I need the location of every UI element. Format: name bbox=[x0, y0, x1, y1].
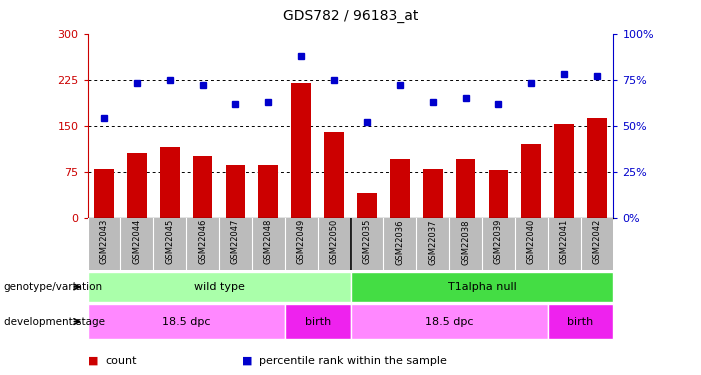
Text: 18.5 dpc: 18.5 dpc bbox=[425, 316, 473, 327]
Bar bbox=[554, 124, 574, 217]
Bar bbox=[285, 304, 350, 339]
Bar bbox=[390, 159, 409, 218]
Text: GDS782 / 96183_at: GDS782 / 96183_at bbox=[283, 9, 418, 23]
Text: GSM22050: GSM22050 bbox=[329, 219, 339, 264]
Bar bbox=[127, 153, 147, 218]
Bar bbox=[357, 193, 377, 217]
Bar bbox=[88, 272, 350, 302]
Bar bbox=[259, 165, 278, 218]
Bar bbox=[587, 118, 607, 218]
Bar bbox=[88, 304, 285, 339]
Text: ■: ■ bbox=[88, 356, 98, 366]
Text: GSM22037: GSM22037 bbox=[428, 219, 437, 265]
Text: development stage: development stage bbox=[4, 316, 104, 327]
Text: 18.5 dpc: 18.5 dpc bbox=[162, 316, 210, 327]
Text: GSM22041: GSM22041 bbox=[559, 219, 569, 264]
Text: GSM22035: GSM22035 bbox=[362, 219, 372, 264]
Text: GSM22046: GSM22046 bbox=[198, 219, 207, 264]
Text: birth: birth bbox=[304, 316, 331, 327]
Bar bbox=[292, 83, 311, 218]
Bar bbox=[456, 159, 475, 218]
Text: birth: birth bbox=[567, 316, 594, 327]
Text: GSM22036: GSM22036 bbox=[395, 219, 404, 265]
Bar bbox=[226, 165, 245, 218]
Bar bbox=[94, 168, 114, 217]
Text: percentile rank within the sample: percentile rank within the sample bbox=[259, 356, 447, 366]
Bar bbox=[160, 147, 179, 218]
Text: ■: ■ bbox=[242, 356, 252, 366]
Bar bbox=[324, 132, 344, 218]
Bar bbox=[522, 144, 541, 218]
Bar bbox=[547, 304, 613, 339]
Bar bbox=[350, 272, 613, 302]
Text: GSM22045: GSM22045 bbox=[165, 219, 175, 264]
Text: GSM22047: GSM22047 bbox=[231, 219, 240, 264]
Text: genotype/variation: genotype/variation bbox=[4, 282, 102, 292]
Bar bbox=[350, 304, 547, 339]
Text: GSM22048: GSM22048 bbox=[264, 219, 273, 264]
Text: GSM22042: GSM22042 bbox=[592, 219, 601, 264]
Text: GSM22044: GSM22044 bbox=[132, 219, 142, 264]
Text: GSM22043: GSM22043 bbox=[100, 219, 109, 264]
Text: GSM22049: GSM22049 bbox=[297, 219, 306, 264]
Text: GSM22040: GSM22040 bbox=[526, 219, 536, 264]
Text: GSM22038: GSM22038 bbox=[461, 219, 470, 265]
Text: T1alpha null: T1alpha null bbox=[447, 282, 517, 292]
Text: count: count bbox=[105, 356, 137, 366]
Bar bbox=[193, 156, 212, 218]
Text: wild type: wild type bbox=[193, 282, 245, 292]
Bar bbox=[489, 170, 508, 217]
Text: GSM22039: GSM22039 bbox=[494, 219, 503, 264]
Bar bbox=[423, 168, 442, 217]
